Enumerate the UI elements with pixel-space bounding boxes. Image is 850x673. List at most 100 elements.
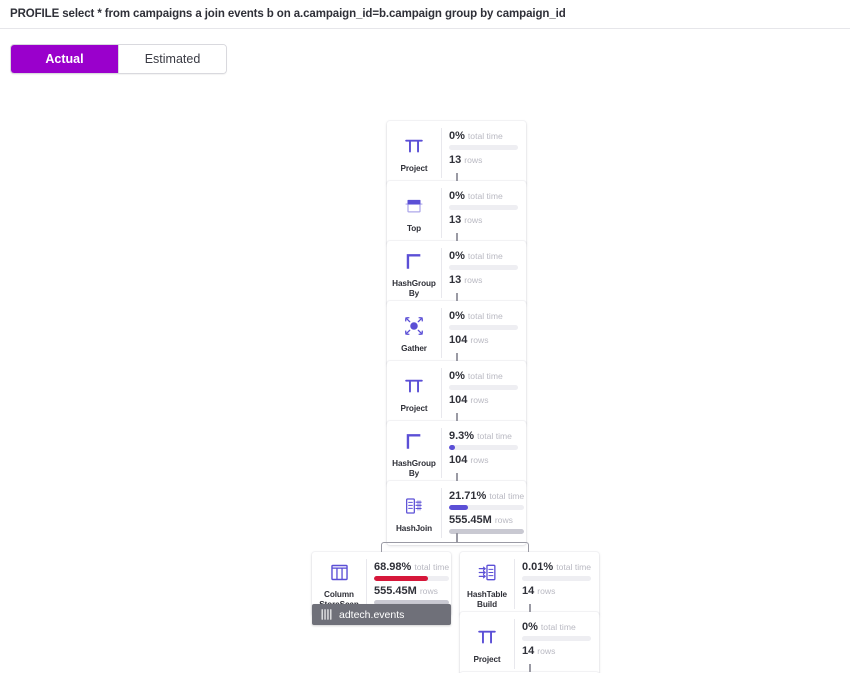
node-label: Project bbox=[400, 163, 428, 173]
rows-label: rows bbox=[470, 395, 489, 405]
plan-connector bbox=[456, 233, 458, 241]
total-time-line: 68.98% total time bbox=[374, 561, 449, 573]
query-plan-canvas: Project 0% total time 13 rows Top 0% total time… bbox=[0, 74, 850, 673]
node-icon-column: Gather bbox=[387, 308, 441, 358]
rows-value: 104 bbox=[449, 394, 468, 406]
plan-connector bbox=[456, 413, 458, 421]
total-time-value: 0% bbox=[449, 310, 465, 322]
total-time-label: total time bbox=[467, 371, 503, 381]
node-stats: 21.71% total time 555.45M rows bbox=[441, 488, 532, 538]
total-time-label: total time bbox=[477, 431, 512, 441]
total-time-bar bbox=[449, 505, 525, 510]
node-label: HashGroup By bbox=[392, 459, 436, 478]
top-icon bbox=[404, 193, 424, 219]
total-time-label: total time bbox=[489, 491, 525, 501]
total-time-value: 0% bbox=[449, 130, 465, 142]
rows-bar bbox=[374, 600, 450, 605]
rows-bar bbox=[449, 529, 525, 534]
node-label: Top bbox=[406, 223, 422, 233]
total-time-label: total time bbox=[540, 622, 576, 632]
rows-line: 13 rows bbox=[449, 274, 518, 286]
total-time-bar bbox=[449, 145, 518, 150]
rows-label: rows bbox=[464, 155, 483, 165]
total-time-line: 0% total time bbox=[449, 250, 518, 262]
node-label: HashGroup By bbox=[392, 279, 436, 298]
plan-connector bbox=[456, 473, 458, 481]
rows-line: 14 rows bbox=[522, 645, 591, 657]
node-icon-column: Project bbox=[387, 368, 441, 418]
total-time-value: 0% bbox=[449, 190, 465, 202]
node-icon-column: Project bbox=[387, 128, 441, 178]
rows-line: 104 rows bbox=[449, 454, 518, 466]
plan-branch-connector bbox=[381, 542, 529, 552]
total-time-bar bbox=[449, 385, 518, 390]
rows-label: rows bbox=[470, 335, 489, 345]
node-stats: 0.01% total time 14 rows bbox=[514, 559, 599, 609]
pi-icon bbox=[403, 373, 425, 399]
node-stats: 0% total time 13 rows bbox=[441, 188, 526, 238]
profile-query-title: PROFILE select * from campaigns a join e… bbox=[10, 8, 566, 20]
node-stats: 68.98% total time 555.45M rows bbox=[366, 559, 457, 609]
table-tag-events-tag[interactable]: adtech.events bbox=[312, 604, 451, 625]
node-icon-column: HashGroup By bbox=[387, 248, 441, 298]
rows-value: 13 bbox=[449, 214, 462, 226]
rows-line: 104 rows bbox=[449, 334, 518, 346]
total-time-bar bbox=[449, 445, 518, 450]
total-time-bar bbox=[449, 205, 518, 210]
total-time-line: 0.01% total time bbox=[522, 561, 591, 573]
total-time-label: total time bbox=[414, 562, 450, 572]
plan-connector bbox=[529, 664, 531, 672]
node-stats: 0% total time 13 rows bbox=[441, 248, 526, 298]
rows-line: 104 rows bbox=[449, 394, 518, 406]
toggle-divider bbox=[118, 45, 119, 73]
plan-node-project-3[interactable]: Project 0% total time 14 rows bbox=[460, 612, 599, 673]
node-stats: 0% total time 13 rows bbox=[441, 128, 526, 178]
columns-icon bbox=[320, 608, 333, 621]
hashgroupby-icon bbox=[403, 248, 425, 274]
rows-line: 555.45M rows bbox=[374, 585, 449, 597]
total-time-label: total time bbox=[467, 131, 503, 141]
total-time-line: 21.71% total time bbox=[449, 490, 524, 502]
pi-icon bbox=[476, 624, 498, 650]
hashtablebuild-icon bbox=[477, 559, 498, 585]
node-stats: 0% total time 104 rows bbox=[441, 308, 526, 358]
total-time-label: total time bbox=[467, 311, 503, 321]
rows-line: 13 rows bbox=[449, 154, 518, 166]
rows-line: 13 rows bbox=[449, 214, 518, 226]
total-time-line: 9.3% total time bbox=[449, 430, 518, 442]
rows-line: 555.45M rows bbox=[449, 514, 524, 526]
table-name: adtech.events bbox=[339, 608, 405, 621]
rows-value: 555.45M bbox=[374, 585, 417, 597]
rows-label: rows bbox=[464, 215, 483, 225]
plan-connector bbox=[456, 533, 458, 542]
total-time-bar bbox=[374, 576, 450, 581]
tab-estimated[interactable]: Estimated bbox=[119, 45, 226, 73]
gather-icon bbox=[403, 313, 425, 339]
node-label: HashTable Build bbox=[467, 590, 507, 609]
total-time-bar bbox=[449, 265, 518, 270]
total-time-bar bbox=[522, 576, 592, 581]
total-time-value: 9.3% bbox=[449, 430, 475, 442]
node-icon-column: ColumnStoreScan bbox=[312, 559, 366, 609]
total-time-line: 0% total time bbox=[449, 310, 518, 322]
plan-connector bbox=[456, 293, 458, 301]
view-mode-toggle[interactable]: Actual Estimated bbox=[10, 44, 227, 74]
hashgroupby-icon bbox=[403, 428, 425, 454]
node-label: Project bbox=[400, 403, 428, 413]
total-time-bar bbox=[449, 325, 518, 330]
rows-value: 13 bbox=[449, 274, 462, 286]
total-time-line: 0% total time bbox=[449, 190, 518, 202]
columnstore-icon bbox=[329, 559, 350, 585]
node-label: HashJoin bbox=[395, 523, 433, 533]
total-time-value: 21.71% bbox=[449, 490, 487, 502]
total-time-value: 0% bbox=[449, 250, 465, 262]
rows-label: rows bbox=[470, 455, 489, 465]
total-time-label: total time bbox=[467, 251, 503, 261]
total-time-label: total time bbox=[556, 562, 592, 572]
node-icon-column: Top bbox=[387, 188, 441, 238]
view-mode-toggle-container: Actual Estimated bbox=[0, 29, 850, 74]
tab-actual[interactable]: Actual bbox=[11, 45, 118, 73]
node-icon-column: HashJoin bbox=[387, 488, 441, 538]
plan-connector bbox=[529, 604, 531, 612]
plan-connector bbox=[456, 173, 458, 181]
